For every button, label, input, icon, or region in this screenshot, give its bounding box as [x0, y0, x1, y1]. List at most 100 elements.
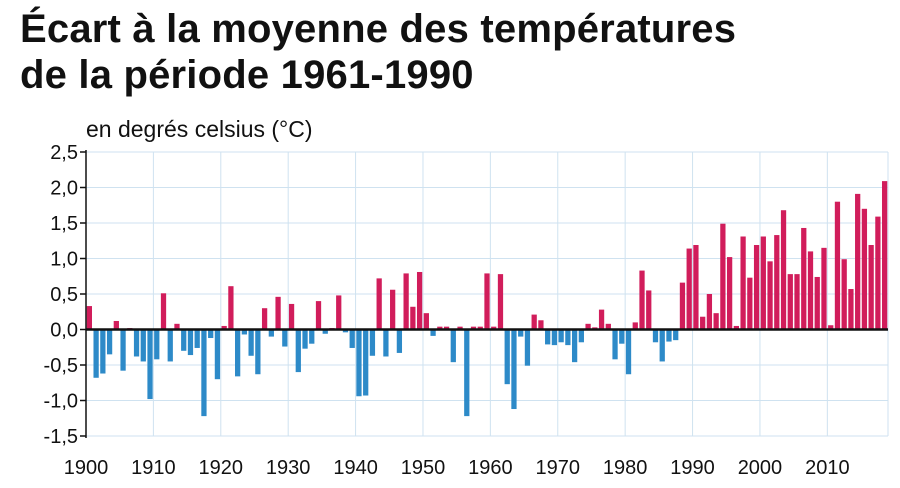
- chart-title-line-1: Écart à la moyenne des températures: [20, 7, 737, 51]
- bar-1964: [518, 329, 524, 337]
- x-tick-label: 2010: [805, 457, 850, 479]
- bar-1967: [538, 320, 544, 330]
- bar-1942: [369, 329, 376, 356]
- chart-title: Écart à la moyenne des températures de l…: [20, 6, 736, 98]
- bar-1933: [309, 329, 315, 344]
- bar-2002: [774, 235, 780, 330]
- y-tick-label: 2,5: [50, 142, 78, 164]
- x-tick-label: 1980: [603, 457, 648, 479]
- y-tick-labels: 2,5 2,0 1,5 1,0 0,5 0,0 -0,5 -1,0 -1,5: [44, 142, 78, 448]
- bar-1950: [423, 313, 429, 330]
- bar-1954: [450, 329, 456, 363]
- bar-1924: [248, 329, 254, 356]
- bar-1985: [659, 329, 665, 362]
- bar-1971: [565, 329, 571, 346]
- bar-2006: [801, 227, 807, 330]
- x-tick-label: 2000: [738, 457, 783, 479]
- x-tick-label: 1930: [266, 457, 311, 479]
- bar-1958: [477, 326, 483, 330]
- bar-1986: [666, 329, 672, 342]
- bar-1980: [625, 329, 632, 375]
- bar-1918: [208, 329, 214, 339]
- bar-1911: [160, 293, 167, 330]
- bar-1966: [531, 314, 537, 330]
- bar-1979: [619, 329, 625, 344]
- bar-1998: [747, 277, 753, 330]
- axes: [80, 150, 888, 438]
- bar-1951: [430, 329, 436, 336]
- bar-1901: [93, 329, 99, 378]
- bar-1935: [322, 329, 328, 334]
- bar-1973: [578, 329, 584, 343]
- bar-1916: [194, 329, 200, 348]
- bar-1926: [261, 308, 268, 330]
- bar-2011: [834, 201, 841, 330]
- bar-1948: [410, 306, 416, 330]
- bar-2017: [875, 216, 881, 330]
- y-tick-label: 0,5: [50, 284, 78, 306]
- y-tick-label: 0,0: [50, 320, 78, 342]
- bar-1994: [720, 223, 726, 330]
- bar-1999: [753, 245, 760, 330]
- bar-2009: [821, 247, 827, 330]
- bar-1929: [282, 329, 288, 347]
- bar-1914: [181, 329, 187, 351]
- y-axis-unit-label: en degrés celsius (°C): [86, 116, 313, 142]
- bar-1946: [396, 329, 403, 353]
- y-tick-label: 1,5: [50, 213, 78, 235]
- bar-1962: [504, 329, 510, 385]
- bar-1972: [571, 329, 578, 363]
- bar-1934: [315, 301, 322, 330]
- bar-1905: [120, 329, 126, 371]
- bar-2016: [868, 245, 874, 330]
- bar-1990: [693, 245, 699, 330]
- bar-1939: [349, 329, 355, 348]
- bar-1943: [376, 278, 382, 330]
- bar-1987: [673, 329, 679, 341]
- bar-1976: [598, 309, 605, 330]
- bar-1952: [437, 326, 443, 330]
- bar-1993: [713, 313, 719, 330]
- bar-1938: [342, 329, 349, 333]
- bar-1991: [700, 316, 706, 330]
- bar-1996: [733, 325, 739, 330]
- bar-2004: [787, 274, 793, 330]
- x-tick-label: 1910: [131, 457, 176, 479]
- x-tick-label: 1970: [536, 457, 581, 479]
- x-tick-label: 1960: [468, 457, 513, 479]
- bar-1995: [726, 257, 733, 330]
- bar-1981: [632, 322, 638, 330]
- bar-1928: [275, 296, 281, 330]
- bar-1974: [585, 323, 591, 330]
- bar-2013: [848, 289, 854, 330]
- bar-2001: [767, 261, 773, 330]
- bar-1983: [646, 290, 652, 330]
- chart-title-line-2: de la période 1961-1990: [20, 53, 474, 97]
- bar-1989: [686, 248, 692, 330]
- bar-1947: [403, 273, 409, 330]
- bar-2007: [807, 251, 814, 330]
- bar-1944: [383, 329, 389, 357]
- bar-1978: [612, 329, 618, 360]
- x-tick-label: 1940: [333, 457, 378, 479]
- bar-1963: [511, 329, 517, 410]
- x-tick-labels: 1900 1910 1920 1930 1940 1950 1960 1970 1980 1990…: [64, 457, 850, 479]
- bar-1982: [639, 270, 645, 330]
- bar-1940: [356, 329, 362, 397]
- bar-1923: [241, 329, 248, 335]
- bar-1957: [470, 326, 477, 330]
- y-tick-label: 1,0: [50, 249, 78, 271]
- bar-1907: [133, 329, 140, 357]
- bar-1921: [228, 286, 234, 330]
- bar-1913: [174, 323, 180, 330]
- bars: [86, 181, 888, 417]
- bar-1931: [295, 329, 301, 373]
- bar-1965: [524, 329, 531, 366]
- bar-1984: [652, 329, 659, 343]
- y-tick-label: 2,0: [50, 178, 78, 200]
- y-tick-label: -1,0: [44, 391, 78, 413]
- y-tick-label: -0,5: [44, 355, 78, 377]
- x-tick-label: 1920: [199, 457, 244, 479]
- bar-1992: [706, 294, 713, 330]
- bar-2018: [882, 181, 888, 330]
